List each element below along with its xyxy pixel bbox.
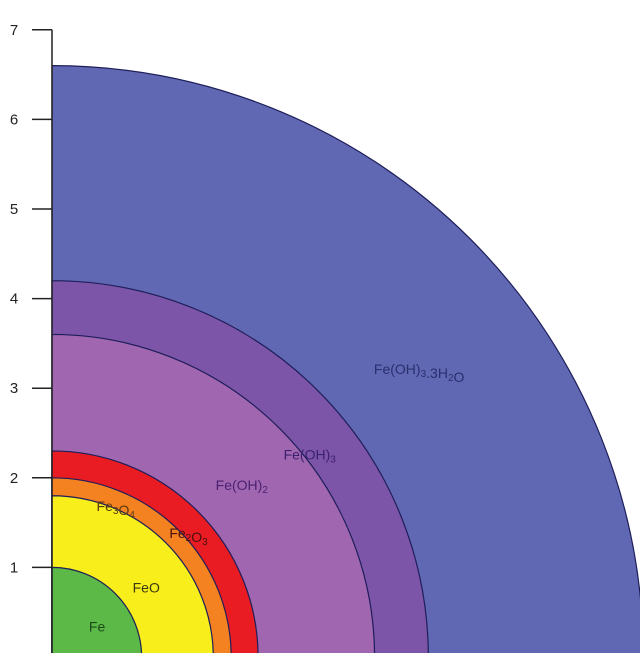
y-tick-label-2: 2	[10, 470, 18, 487]
label-fe-oh-3: Fe(OH)3	[284, 446, 337, 465]
y-tick-label-5: 5	[10, 201, 18, 218]
label-fe2o3: Fe2O3	[169, 525, 208, 548]
y-tick-label-7: 7	[10, 22, 18, 39]
label-fe3o4: Fe3O4	[97, 498, 136, 521]
y-tick-label-4: 4	[10, 291, 18, 308]
y-tick-label-3: 3	[10, 380, 18, 397]
ring-labels-group: Fe(OH)3.3H2O Fe(OH)3 Fe(OH)2 Fe2O3 Fe3O4 FeO F…	[89, 361, 465, 635]
label-fe-oh-3-3h2o: Fe(OH)3.3H2O	[374, 361, 465, 385]
y-tick-label-1: 1	[10, 559, 18, 576]
ring-fe	[51, 566, 143, 653]
label-feo: FeO	[133, 579, 160, 595]
y-axis: 1 2 3 4 5 6 7	[10, 22, 53, 653]
rings-group	[51, 65, 640, 653]
y-tick-label-6: 6	[10, 111, 18, 128]
label-fe-oh-2: Fe(OH)2	[216, 477, 269, 496]
label-fe: Fe	[89, 618, 106, 634]
